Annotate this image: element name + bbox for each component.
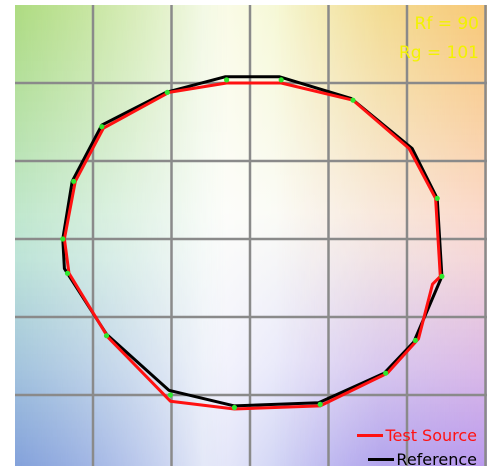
sample-marker <box>412 337 418 343</box>
sample-marker <box>350 97 356 103</box>
sample-marker <box>439 273 445 279</box>
sample-marker <box>64 270 71 276</box>
legend-label-test-source: Test Source <box>385 425 477 445</box>
color-vector-chart: Rf = 90 Rg = 101 Test Source Reference <box>15 5 487 466</box>
sample-marker <box>167 392 173 398</box>
series-line-reference <box>61 75 444 408</box>
sample-marker <box>71 178 77 184</box>
sample-marker <box>434 195 440 201</box>
sample-marker <box>278 77 284 83</box>
sample-marker <box>231 404 237 411</box>
sample-marker <box>383 370 389 376</box>
metric-rg: Rg = 101 <box>398 43 479 63</box>
grid-lines <box>15 5 487 466</box>
metric-rf: Rf = 90 <box>414 14 479 34</box>
series-line-test-source <box>62 81 442 411</box>
chart-plot <box>15 5 487 466</box>
sample-marker <box>60 236 66 242</box>
legend-item-test-source: Test Source <box>357 425 477 445</box>
legend-item-reference: Reference <box>368 449 477 466</box>
legend-swatch-reference <box>368 457 395 461</box>
sample-marker <box>164 89 170 95</box>
legend-swatch-test-source <box>357 433 384 437</box>
sample-marker <box>99 124 105 130</box>
sample-marker <box>224 77 230 83</box>
sample-markers <box>60 77 445 411</box>
sample-marker <box>103 333 110 339</box>
sample-marker <box>317 401 323 407</box>
series-lines <box>61 75 444 411</box>
legend-label-reference: Reference <box>396 449 477 467</box>
